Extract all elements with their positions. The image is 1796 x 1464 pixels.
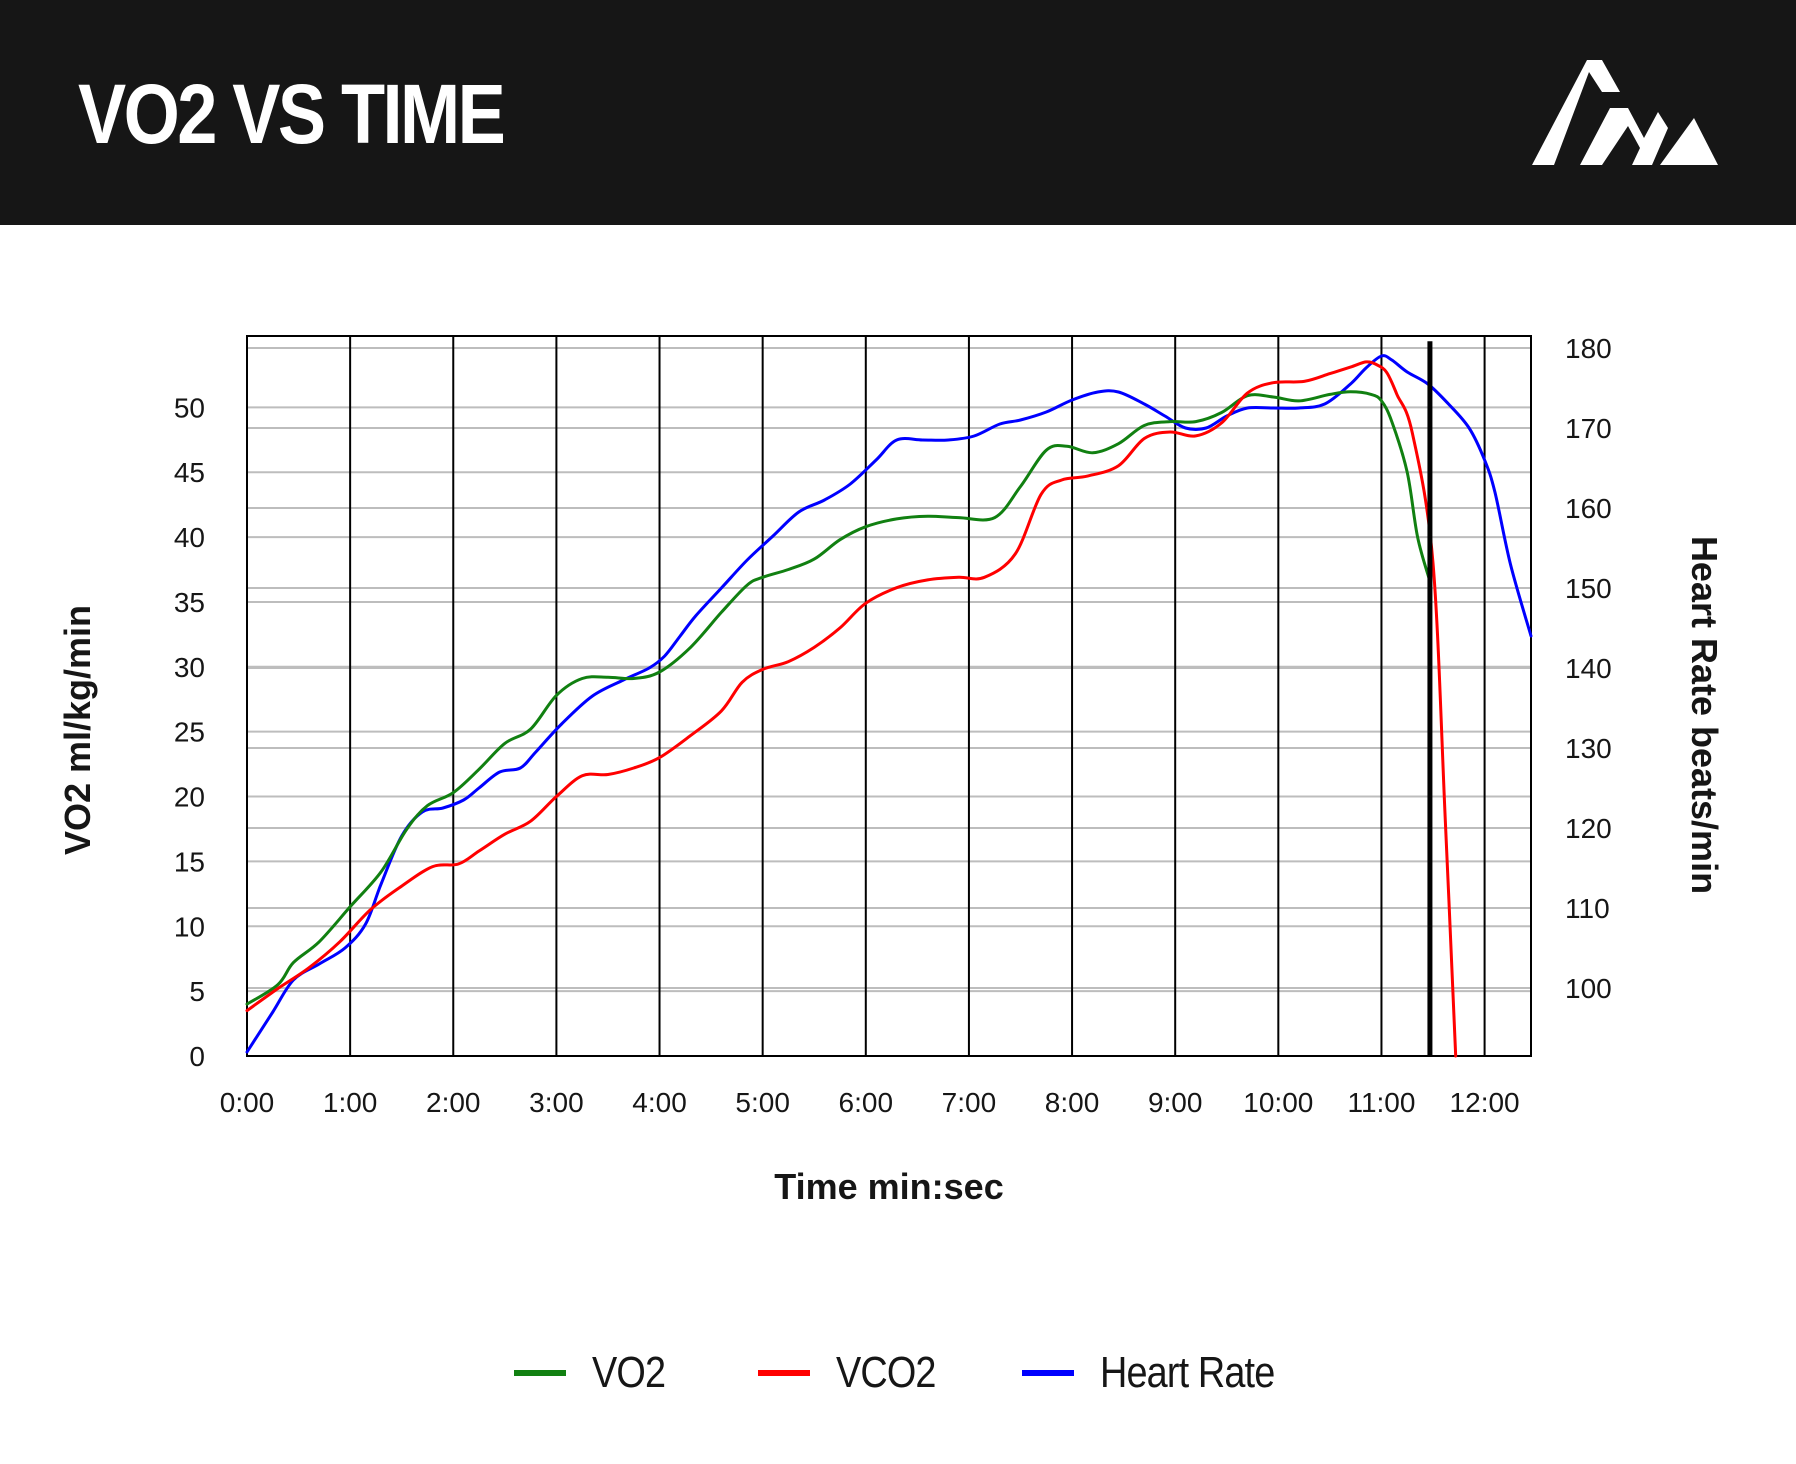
y-tick-label: 50: [174, 392, 205, 423]
x-tick-label: 3:00: [529, 1087, 584, 1118]
x-tick-label: 6:00: [839, 1087, 894, 1118]
x-tick-label: 4:00: [632, 1087, 687, 1118]
legend-swatch-heart-rate: [1022, 1370, 1074, 1376]
plot-frame: [246, 335, 1532, 1057]
y-tick-label: 0: [189, 1041, 205, 1072]
y2-axis-title: Heart Rate beats/min: [1684, 536, 1725, 894]
x-tick-label: 12:00: [1450, 1087, 1520, 1118]
mountain-peaks-logo-icon: [1532, 60, 1718, 165]
series-line-vco2: [245, 360, 1458, 1058]
legend-label-vo2: VO2: [592, 1348, 666, 1397]
y-tick-label: 15: [174, 846, 205, 877]
y-tick-label: 5: [189, 976, 205, 1007]
legend-item-heart-rate: Heart Rate: [1022, 1348, 1303, 1398]
x-tick-label: 1:00: [323, 1087, 378, 1118]
y-tick-label: 20: [174, 782, 205, 813]
page-title: VO2 VS TIME: [78, 67, 506, 161]
x-tick-label: 2:00: [426, 1087, 481, 1118]
legend: VO2 VCO2 Heart Rate: [0, 1330, 1796, 1420]
y-tick-label: 30: [174, 652, 205, 683]
y2-tick-label: 170: [1565, 413, 1612, 444]
y-tick-label: 25: [174, 717, 205, 748]
y-tick-label: 35: [174, 587, 205, 618]
y2-tick-label: 160: [1565, 493, 1612, 524]
legend-item-vco2: VCO2: [758, 1348, 952, 1398]
y2-tick-label: 100: [1565, 973, 1612, 1004]
x-tick-label: 0:00: [220, 1087, 275, 1118]
y-tick-label: 40: [174, 522, 205, 553]
y2-tick-label: 150: [1565, 573, 1612, 604]
y2-tick-label: 110: [1565, 893, 1610, 924]
legend-swatch-vo2: [514, 1370, 566, 1376]
y2-tick-label: 130: [1565, 733, 1612, 764]
x-tick-label: 9:00: [1148, 1087, 1203, 1118]
chart-area: 0:00 1:00 2:00 3:00 4:00 5:00 6:00 7:00 8:00 9:00…: [57, 333, 1725, 1207]
x-tick-label: 5:00: [735, 1087, 790, 1118]
legend-item-vo2: VO2: [514, 1348, 677, 1398]
y2-tick-label: 120: [1565, 813, 1612, 844]
series-line-heart-rate: [245, 354, 1533, 1054]
y-axis-title: VO2 ml/kg/min: [57, 605, 98, 855]
series-line-vo2: [245, 390, 1432, 1006]
header-bar: VO2 VS TIME: [0, 0, 1796, 225]
y-tick-label: 45: [174, 457, 205, 488]
legend-label-heart-rate: Heart Rate: [1100, 1348, 1275, 1397]
y-tick-label: 10: [174, 911, 205, 942]
y2-tick-label: 140: [1565, 653, 1612, 684]
x-tick-label: 7:00: [942, 1087, 997, 1118]
x-tick-label: 8:00: [1045, 1087, 1100, 1118]
x-tick-label: 10:00: [1243, 1087, 1313, 1118]
legend-label-vco2: VCO2: [836, 1348, 936, 1397]
x-tick-label: 11:00: [1347, 1087, 1415, 1118]
y2-tick-label: 180: [1565, 333, 1612, 364]
x-axis-title: Time min:sec: [774, 1166, 1003, 1207]
legend-swatch-vco2: [758, 1370, 810, 1376]
